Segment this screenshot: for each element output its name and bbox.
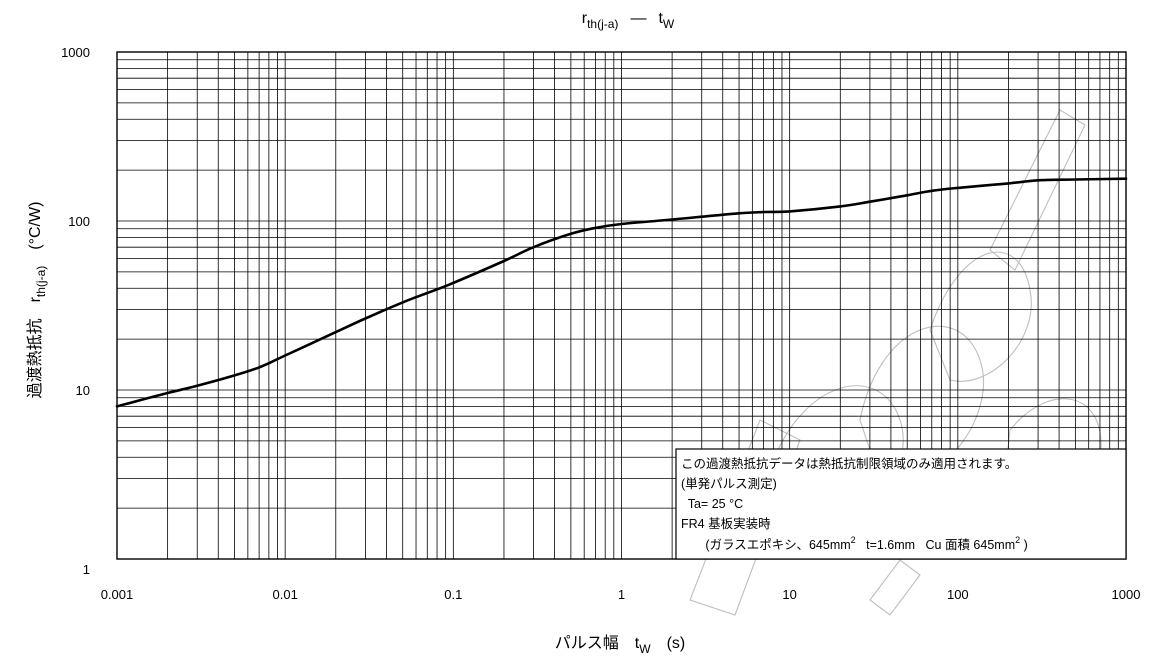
x-tick-label: 100 [947, 587, 969, 602]
conditions-note-box [675, 448, 1127, 560]
note-line-3: Ta= 25 °C [681, 497, 743, 511]
y-tick-labels: 1 10 100 1000 [61, 45, 90, 577]
y-tick-label: 1000 [61, 45, 90, 60]
x-tick-label: 0.01 [273, 587, 298, 602]
conditions-note: この過渡熱抵抗データは熱抵抗制限領域のみ適用されます。 (単発パルス測定) Ta… [675, 448, 1127, 560]
y-axis-label: 過渡熱抵抗rth(j-a)(°C/W) [26, 202, 48, 399]
x-tick-label: 1000 [1112, 587, 1141, 602]
x-tick-label: 10 [782, 587, 796, 602]
note-line-1: この過渡熱抵抗データは熱抵抗制限領域のみ適用されます。 [681, 456, 1017, 471]
series-line [115, 177, 1128, 408]
note-line-2: (単発パルス測定) [681, 476, 777, 491]
x-tick-label: 0.1 [444, 587, 462, 602]
y-tick-label: 1 [83, 562, 90, 577]
x-tick-labels: 0.001 0.01 0.1 1 10 100 1000 [101, 587, 1141, 602]
note-line-4: FR4 基板実装時 [681, 516, 771, 531]
x-tick-label: 1 [618, 587, 625, 602]
y-tick-label: 10 [76, 383, 90, 398]
x-tick-label: 0.001 [101, 587, 134, 602]
x-axis-label: パルス幅 tW (s) [555, 634, 685, 656]
plot-frame [116, 51, 1127, 560]
chart-title: rth(j-a) — tW [582, 10, 675, 31]
y-tick-label: 100 [68, 214, 90, 229]
note-line-5: (ガラスエポキシ、645mm2 t=1.6mm Cu 面積 645mm2 ) [681, 535, 1045, 552]
